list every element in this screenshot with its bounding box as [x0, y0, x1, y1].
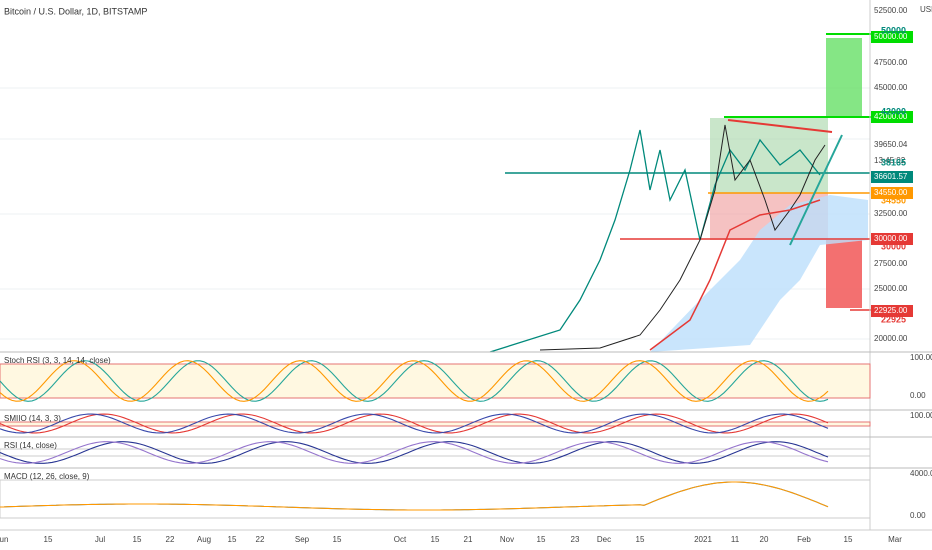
moving-average: [649, 199, 821, 351]
time-label: 22: [166, 535, 175, 544]
price-label: 25000.00: [874, 284, 908, 293]
price-label: 30000.00: [874, 234, 908, 243]
time-label: Feb: [797, 535, 811, 544]
panel-axis-label: 0.00: [910, 391, 926, 400]
price-label: 52500.00: [874, 6, 908, 15]
time-label: Jul: [95, 535, 105, 544]
panel-title: RSI (14, close): [4, 441, 57, 450]
profit-zone: [710, 118, 828, 193]
symbol-title: Bitcoin / U.S. Dollar, 1D, BITSTAMP: [4, 6, 147, 16]
price-label: 20000.00: [874, 334, 908, 343]
time-label: 15: [133, 535, 142, 544]
panel-axis-label: 4000.00: [910, 469, 932, 478]
time-label: 15: [636, 535, 645, 544]
price-tag: [871, 171, 913, 183]
price-tag: [871, 305, 913, 317]
time-label: Mar: [888, 535, 902, 544]
price-label: 47500.00: [874, 58, 908, 67]
indicator-line: [0, 481, 829, 511]
price-axis: 52500.00 50000.00 47500.00 45000.00 42000.00…: [871, 6, 913, 343]
target-zone: [826, 38, 862, 118]
price-line: [539, 124, 826, 351]
level-labels: 50000 42000 38165 34550 30000 22925: [881, 25, 906, 324]
time-label: Oct: [394, 535, 407, 544]
price-label: 27500.00: [874, 259, 908, 268]
time-label: 15: [228, 535, 237, 544]
indicator-line: [0, 441, 829, 464]
price-label: 13:45:02: [874, 156, 906, 165]
indicator-panels: Stoch RSI (3, 3, 14, 14, close) 100.00 0.0…: [0, 351, 932, 520]
time-label: Nov: [500, 535, 514, 544]
level-label: 30000: [881, 241, 906, 251]
indicator-line: [0, 413, 829, 434]
panel-title: SMIIO (14, 3, 3): [4, 414, 61, 423]
stop-zone: [826, 240, 862, 308]
trend-line: [727, 119, 833, 133]
price-label: 42000.00: [874, 112, 908, 121]
price-tag: [871, 187, 913, 199]
price-label: 34550.00: [874, 188, 908, 197]
price-label: 22925.00: [874, 306, 908, 315]
level-label: 38165: [881, 157, 906, 167]
indicator-line: [0, 360, 829, 402]
price-tag: [871, 31, 913, 43]
time-label: 22: [256, 535, 265, 544]
panel-axis-label: 100.00: [910, 411, 932, 420]
time-axis: Jun 15 Jul 15 22 Aug 15 22 Sep 15 Oct 15 21 Nov 15 23 De…: [0, 535, 902, 544]
indicator-line: [0, 441, 829, 464]
axis-unit: USD: [920, 5, 932, 14]
time-label: 15: [44, 535, 53, 544]
time-label: 2021: [694, 535, 712, 544]
time-label: 15: [537, 535, 546, 544]
price-tag: [871, 111, 913, 123]
panel-band: [0, 448, 871, 457]
trend-line: [789, 134, 843, 246]
time-label: 11: [731, 535, 740, 544]
time-label: 15: [844, 535, 853, 544]
level-label: 42000: [881, 106, 906, 116]
time-label: 21: [464, 535, 473, 544]
panel-axis-label: 100.00: [910, 353, 932, 362]
panel-title: Stoch RSI (3, 3, 14, 14, close): [4, 356, 111, 365]
time-label: Sep: [295, 535, 310, 544]
ichimoku-cloud: [650, 195, 868, 352]
time-label: 23: [571, 535, 580, 544]
time-label: Jun: [0, 535, 8, 544]
panel-axis-label: 0.00: [910, 511, 926, 520]
panel-band: [0, 421, 871, 427]
price-label: 36601.57: [874, 172, 908, 181]
panel-band: [0, 363, 871, 399]
level-label: 34550: [881, 195, 906, 205]
time-label: Aug: [197, 535, 211, 544]
time-label: 15: [333, 535, 342, 544]
panel-band: [0, 479, 871, 519]
level-label: 22925: [881, 314, 906, 324]
time-label: 15: [431, 535, 440, 544]
indicator-line: [0, 413, 829, 434]
price-label: 39650.04: [874, 140, 908, 149]
time-label: 20: [760, 535, 769, 544]
price-label: 45000.00: [874, 83, 908, 92]
level-label: 50000: [881, 25, 906, 35]
lagging-span: [489, 129, 821, 353]
time-label: Dec: [597, 535, 611, 544]
price-label: 50000.00: [874, 32, 908, 41]
panel-title: MACD (12, 26, close, 9): [4, 472, 90, 481]
price-tag: [871, 233, 913, 245]
price-label: 32500.00: [874, 209, 908, 218]
indicator-line: [0, 360, 829, 402]
